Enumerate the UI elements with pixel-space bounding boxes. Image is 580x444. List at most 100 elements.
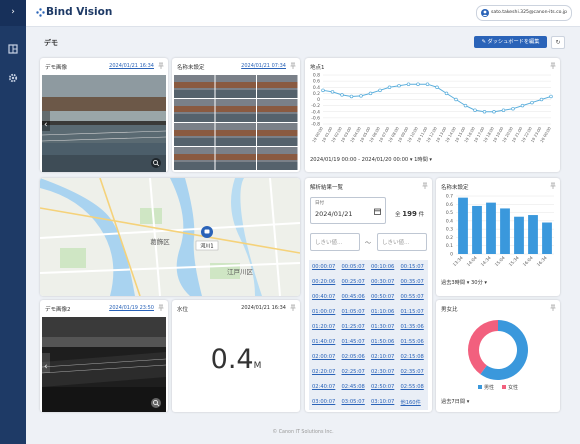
pin-icon[interactable] xyxy=(550,62,556,69)
legend-label: 男性 xyxy=(484,384,494,391)
result-link[interactable]: 他160件 xyxy=(400,400,421,406)
pin-icon[interactable] xyxy=(290,62,296,69)
result-link[interactable]: 02:35:07 xyxy=(400,369,424,375)
line-point xyxy=(549,94,553,99)
result-link[interactable]: 00:05:07 xyxy=(341,264,365,270)
line-point xyxy=(444,91,449,96)
result-link[interactable]: 01:00:07 xyxy=(312,309,336,315)
result-link[interactable]: 00:40:07 xyxy=(312,294,336,300)
page-title: デモ xyxy=(44,39,58,47)
calendar-icon xyxy=(374,208,381,215)
result-link[interactable]: 01:10:06 xyxy=(371,309,395,315)
line-point xyxy=(463,103,468,108)
result-link[interactable]: 00:15:07 xyxy=(400,264,424,270)
user-box[interactable]: sato.takeshi.325@canon-its.co.jp xyxy=(476,5,572,21)
period-selector[interactable]: 過去3時間 ▾ 30分 ▾ xyxy=(441,280,488,286)
edit-button[interactable]: ✎ ダッシュボードを編集 xyxy=(474,36,547,48)
line-point xyxy=(406,82,411,86)
result-link[interactable]: 01:20:07 xyxy=(312,324,336,330)
thumbnail-detail xyxy=(257,114,298,122)
card-date-link[interactable]: 2024/01/19 23:50 xyxy=(109,305,154,311)
result-link[interactable]: 02:30:07 xyxy=(371,369,395,375)
result-link[interactable]: 01:15:07 xyxy=(400,309,424,315)
result-link[interactable]: 02:20:07 xyxy=(312,369,336,375)
result-link[interactable]: 00:55:07 xyxy=(400,294,424,300)
line-chart: -0.8-0.6-0.4-0.200.20.40.60.819 00:0019 … xyxy=(311,73,553,143)
result-link[interactable]: 00:35:07 xyxy=(400,279,424,285)
water-level-card: 水位 2024/01/21 16:34 0.4M xyxy=(172,300,300,412)
result-link[interactable]: 01:35:06 xyxy=(400,324,424,330)
pie-slice xyxy=(480,320,528,380)
pin-icon[interactable] xyxy=(158,304,164,311)
result-link[interactable]: 02:10:07 xyxy=(371,354,395,360)
thumbnail-detail xyxy=(174,82,215,88)
result-link[interactable]: 02:00:07 xyxy=(312,354,336,360)
result-link[interactable]: 01:25:07 xyxy=(341,324,365,330)
result-link[interactable]: 02:25:07 xyxy=(341,369,365,375)
pin-icon[interactable] xyxy=(422,182,428,189)
range-selector[interactable]: 2024/01/19 00:00 - 2024/01/20 00:00 ▾ 1時… xyxy=(310,157,433,163)
card-date-link[interactable]: 2024/01/21 16:34 xyxy=(109,63,154,69)
pin-icon[interactable] xyxy=(290,304,296,311)
edit-icon: ✎ xyxy=(481,39,488,45)
threshold-min-input[interactable]: しきい値… xyxy=(310,233,360,251)
result-link[interactable]: 01:45:07 xyxy=(341,339,365,345)
x-tick-label: 14:34 xyxy=(480,255,492,267)
pie-slice xyxy=(468,320,498,375)
card-title: デモ画像2 xyxy=(45,307,71,313)
result-link[interactable]: 00:00:07 xyxy=(312,264,336,270)
result-link[interactable]: 03:10:07 xyxy=(371,399,395,405)
result-link[interactable]: 02:40:07 xyxy=(312,384,336,390)
result-link[interactable]: 02:50:07 xyxy=(371,384,395,390)
refresh-button[interactable]: ↻ xyxy=(551,36,565,49)
x-tick-label: 14:04 xyxy=(466,255,478,267)
date-field[interactable]: 日付 2024/01/21 xyxy=(310,197,386,224)
line-point xyxy=(416,82,420,86)
y-tick-label: 0.6 xyxy=(446,202,453,208)
thumbnail-detail xyxy=(174,162,215,170)
result-link[interactable]: 00:50:07 xyxy=(371,294,395,300)
thumbnail-detail xyxy=(257,162,298,170)
result-link[interactable]: 01:55:06 xyxy=(400,339,424,345)
camera-image: ‹ xyxy=(42,317,166,412)
result-link[interactable]: 01:40:07 xyxy=(312,339,336,345)
range-label: 2024/01/19 00:00 - 2024/01/20 00:00 xyxy=(310,157,409,163)
line-point xyxy=(425,82,430,86)
settings-icon[interactable] xyxy=(8,73,18,83)
map-label: 葛飾区 xyxy=(150,237,170,246)
result-link[interactable]: 02:55:08 xyxy=(400,384,424,390)
line-point xyxy=(501,108,506,112)
result-link[interactable]: 02:45:08 xyxy=(341,384,365,390)
bar xyxy=(528,215,538,254)
result-link[interactable]: 02:05:06 xyxy=(341,354,365,360)
map[interactable]: 河川1 葛飾区 江戸川区 xyxy=(40,178,300,296)
dashboard-icon[interactable] xyxy=(8,44,18,54)
pin-icon[interactable] xyxy=(550,304,556,311)
result-link[interactable]: 00:45:06 xyxy=(341,294,365,300)
result-link[interactable]: 01:30:07 xyxy=(371,324,395,330)
result-link[interactable]: 00:20:06 xyxy=(312,279,336,285)
result-link[interactable]: 00:30:07 xyxy=(371,279,395,285)
card-date-link[interactable]: 2024/01/21 07:34 xyxy=(241,63,286,69)
pin-icon[interactable] xyxy=(550,182,556,189)
bar-chart-card: 名称未設定 0 0.1 0.2 0.3 0.4 0.5 0.6 0.7 13:34 14:04 14… xyxy=(436,178,560,296)
pin-icon[interactable] xyxy=(158,62,164,69)
threshold-max-input[interactable]: しきい値… xyxy=(377,233,427,251)
sidebar: › xyxy=(0,0,26,444)
result-link[interactable]: 02:15:08 xyxy=(400,354,424,360)
result-link[interactable]: 00:25:07 xyxy=(341,279,365,285)
thumbnail-detail xyxy=(215,90,256,98)
header: Bind Vision sato.takeshi.325@canon-its.c… xyxy=(26,0,580,27)
result-link[interactable]: 03:05:07 xyxy=(341,399,365,405)
footer: © Canon IT Solutions Inc. xyxy=(272,430,334,435)
sidebar-toggle[interactable]: › xyxy=(0,0,26,26)
y-tick-label: 0.2 xyxy=(313,91,320,97)
result-link[interactable]: 03:00:07 xyxy=(312,399,336,405)
result-link[interactable]: 01:05:07 xyxy=(341,309,365,315)
result-link[interactable]: 00:10:06 xyxy=(371,264,395,270)
period-selector[interactable]: 過去7日間 ▾ xyxy=(441,399,470,405)
thumbnail-detail xyxy=(257,154,298,160)
date-field-value: 2024/01/21 xyxy=(315,210,353,218)
result-link[interactable]: 01:50:06 xyxy=(371,339,395,345)
y-tick-label: 0 xyxy=(317,97,320,103)
